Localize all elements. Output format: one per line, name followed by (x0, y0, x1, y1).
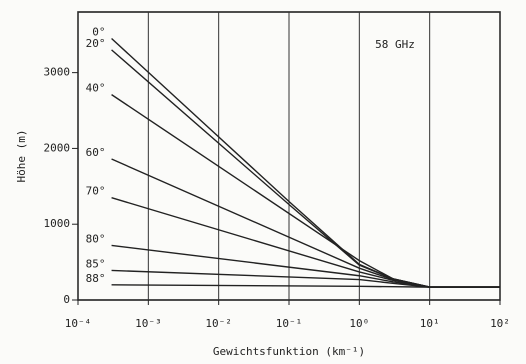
x-tick-label: 10⁻⁴ (65, 317, 92, 330)
series-line (111, 94, 500, 288)
series-label: 70° (86, 185, 106, 198)
y-axis-label: Höhe (m) (15, 130, 28, 183)
series-line (111, 38, 500, 288)
series-label: 40° (86, 82, 106, 95)
x-tick-label: 10⁻³ (135, 317, 162, 330)
y-tick-label: 0 (63, 293, 70, 306)
series-line (111, 284, 500, 288)
series-line (111, 244, 500, 288)
y-tick-label: 3000 (44, 66, 71, 79)
x-tick-label: 10⁰ (349, 317, 369, 330)
x-tick-label: 10⁻¹ (276, 317, 303, 330)
series-line (111, 158, 500, 288)
y-tick-label: 1000 (44, 217, 71, 230)
series-label: 0° (92, 26, 105, 39)
series-line (111, 197, 500, 288)
series-label: 80° (86, 232, 106, 245)
x-tick-label: 10¹ (420, 317, 440, 330)
series-label: 88° (86, 272, 106, 285)
series-label: 60° (86, 146, 106, 159)
series-label: 20° (86, 37, 106, 50)
series-label: 85° (86, 257, 106, 270)
x-tick-label: 10² (490, 317, 510, 330)
y-tick-label: 2000 (44, 141, 71, 154)
series-line (111, 49, 500, 288)
annotation: 58 GHz (375, 38, 415, 51)
x-tick-label: 10⁻² (205, 317, 232, 330)
x-axis-label: Gewichtsfunktion (km⁻¹) (213, 345, 365, 358)
